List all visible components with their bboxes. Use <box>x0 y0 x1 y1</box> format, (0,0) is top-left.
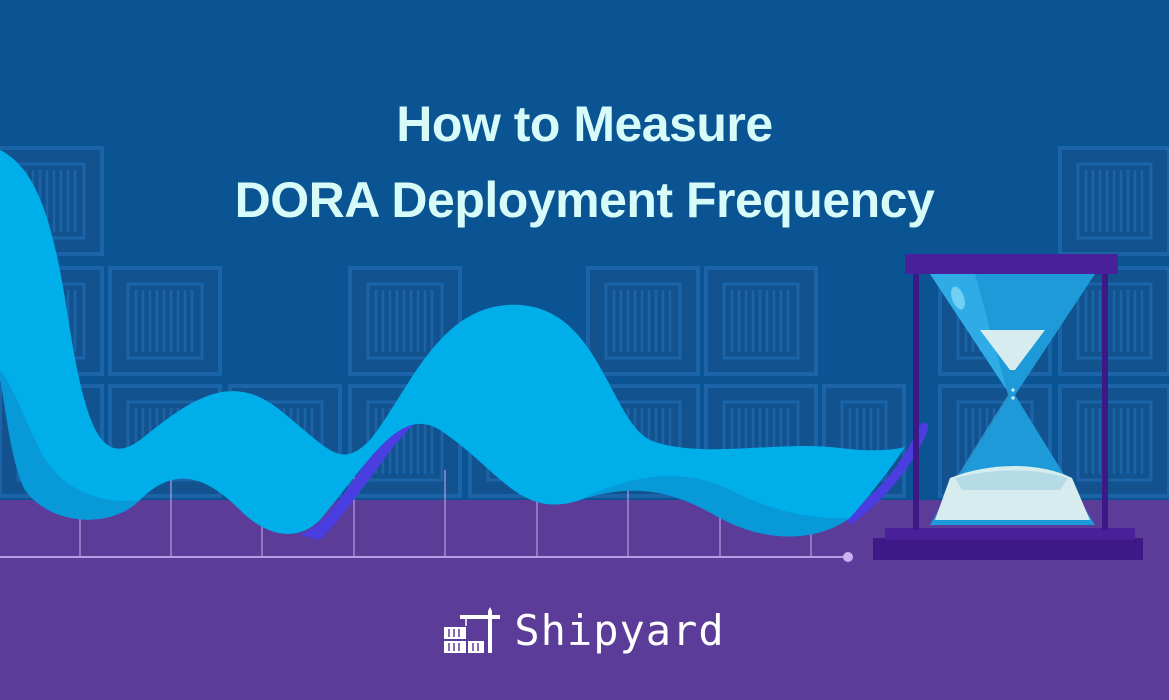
page-title: How to Measure DORA Deployment Frequency <box>0 86 1169 238</box>
timeline-end-dot <box>843 552 853 562</box>
title-line-2: DORA Deployment Frequency <box>234 171 935 228</box>
hourglass-icon <box>873 254 1143 560</box>
brand-logo-lockup: Shipyard <box>0 606 1169 655</box>
wave-ribbon-shade-2 <box>580 476 850 537</box>
brand-name: Shipyard <box>514 606 725 655</box>
container-door <box>722 282 800 360</box>
wave-ribbon-tail-accent <box>845 423 928 525</box>
container-door <box>366 282 444 360</box>
wave-ribbon <box>0 150 905 537</box>
crane-container-icon <box>444 606 501 653</box>
wave-ribbon-accent <box>300 399 439 540</box>
container-door <box>1076 400 1153 482</box>
container-door <box>126 282 204 360</box>
container-door <box>1076 282 1153 360</box>
wave-ribbon-shade <box>0 370 140 520</box>
title-line-1: How to Measure <box>396 95 773 152</box>
container-door <box>1076 162 1153 240</box>
container-door <box>604 282 682 360</box>
